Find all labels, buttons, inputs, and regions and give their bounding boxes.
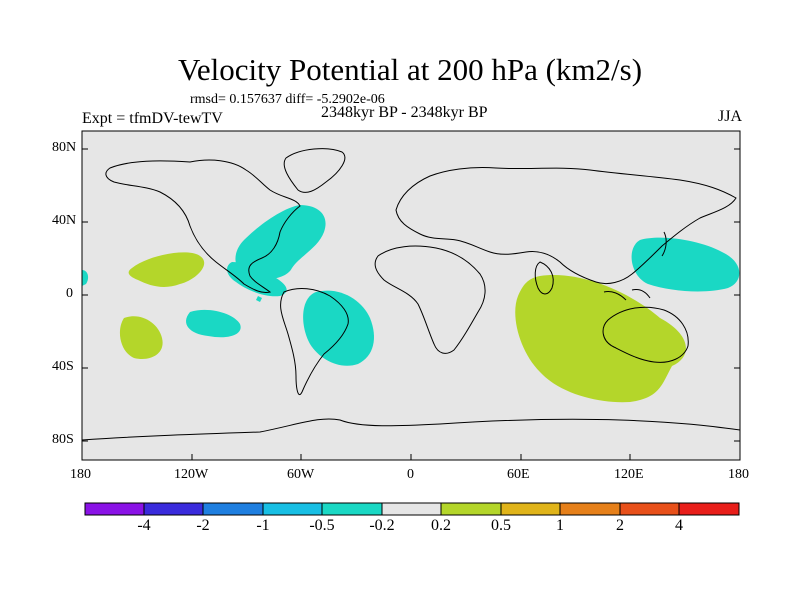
contour-positive-region bbox=[119, 316, 163, 360]
stats-text: rmsd= 0.157637 diff= -5.2902e-06 bbox=[190, 92, 385, 107]
colorbar-label: 1 bbox=[556, 517, 564, 534]
colorbar bbox=[84, 502, 740, 516]
contour-negative-region bbox=[186, 309, 241, 338]
lat-tick-label: 80S bbox=[52, 432, 74, 447]
coastline-south-america bbox=[280, 288, 349, 396]
contour-negative-region bbox=[235, 205, 326, 280]
colorbar-label: 0.2 bbox=[431, 517, 451, 534]
lon-tick-label: 0 bbox=[407, 467, 414, 482]
colorbar-swatch bbox=[143, 502, 204, 516]
colorbar-swatch bbox=[678, 502, 740, 516]
experiment-label: Expt = tfmDV-tewTV bbox=[82, 110, 223, 127]
coastline-maritime bbox=[603, 231, 667, 301]
colorbar-swatch bbox=[440, 502, 502, 516]
colorbar-label: -4 bbox=[137, 517, 151, 534]
lon-tick-label: 180 bbox=[70, 467, 91, 482]
contour-negative-region bbox=[227, 262, 287, 297]
lon-tick-label: 180 bbox=[728, 467, 749, 482]
lon-tick-label: 120E bbox=[614, 467, 644, 482]
lat-tick-label: 40N bbox=[52, 213, 77, 228]
colorbar-swatch bbox=[559, 502, 621, 516]
lat-tick-label: 40S bbox=[52, 359, 74, 374]
contour-negative-region bbox=[303, 290, 374, 366]
colorbar-swatch bbox=[321, 502, 383, 516]
lon-tick-label: 60W bbox=[287, 467, 315, 482]
lat-tick-label: 80N bbox=[52, 140, 77, 155]
colorbar-label: -2 bbox=[196, 517, 210, 534]
lon-tick-label: 120W bbox=[174, 467, 209, 482]
colorbar-swatch bbox=[500, 502, 561, 516]
coastline-antarctica bbox=[82, 418, 740, 441]
coastline-north-america bbox=[105, 159, 301, 293]
colorbar-label: -1 bbox=[256, 517, 270, 534]
colorbar-label: -0.5 bbox=[309, 517, 335, 534]
season-label: JJA bbox=[717, 108, 742, 125]
lon-tick-label: 60E bbox=[507, 467, 530, 482]
contour-negative-region bbox=[256, 296, 262, 302]
colorbar-label: 0.5 bbox=[491, 517, 511, 534]
contour-negative-region bbox=[631, 237, 740, 292]
contour-negative-region bbox=[82, 270, 89, 286]
map-title: Velocity Potential at 200 hPa (km2/s) bbox=[177, 52, 643, 87]
map-panel bbox=[82, 131, 740, 460]
colorbar-swatch bbox=[381, 502, 442, 516]
period-label: 2348kyr BP - 2348kyr BP bbox=[321, 104, 488, 121]
colorbar-swatch bbox=[202, 502, 264, 516]
colorbar-label: 2 bbox=[616, 517, 624, 534]
coastline-eurasia bbox=[395, 167, 737, 285]
coastline-africa bbox=[374, 245, 486, 354]
colorbar-swatch bbox=[84, 502, 145, 516]
lat-tick-label: 0 bbox=[66, 286, 73, 301]
coastline-australia bbox=[602, 306, 689, 363]
colorbar-label: 4 bbox=[675, 517, 683, 534]
colorbar-swatch bbox=[262, 502, 323, 516]
contour-positive-region bbox=[128, 252, 205, 287]
colorbar-label: -0.2 bbox=[369, 517, 395, 534]
colorbar-swatch bbox=[619, 502, 680, 516]
coastline-india bbox=[534, 261, 554, 295]
coastline-greenland bbox=[283, 148, 346, 193]
